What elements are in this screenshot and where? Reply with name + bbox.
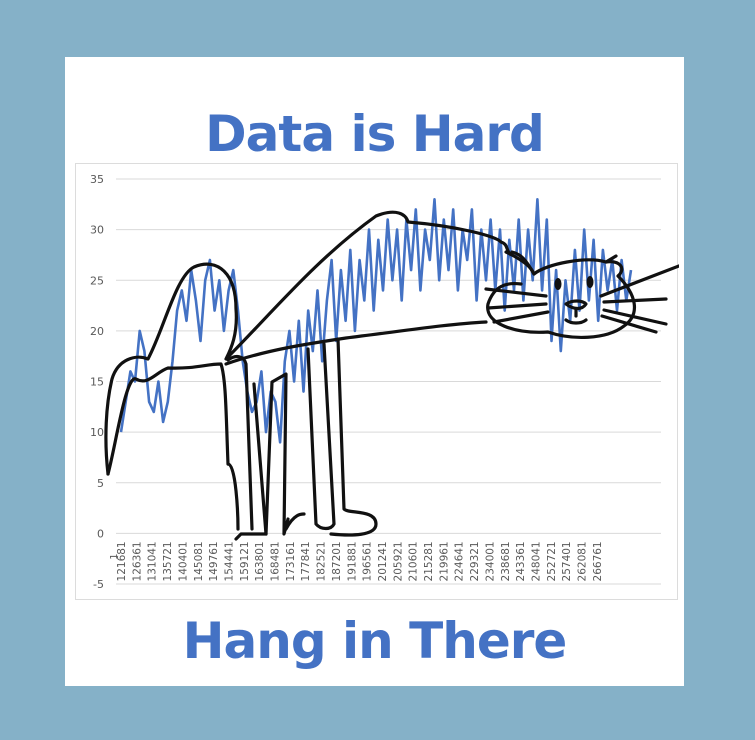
x-tick-label: 205921 [392,541,404,581]
cat-whiskers-left [484,287,550,324]
y-tick-label: 5 [97,477,104,490]
x-tick-label: 257401 [561,541,573,581]
series-line [119,197,633,444]
y-tick-label: 25 [90,274,104,287]
cat-back-outline [104,210,512,476]
x-tick-label: 159121 [239,541,251,581]
y-tick-label: 20 [90,325,104,338]
cat-paw-2 [329,337,378,537]
y-tick-label: 0 [97,527,104,540]
x-tick-label: 266761 [592,541,604,581]
poster-card: Data is Hard 35 30 25 20 15 10 5 0 -5 1 121681 1263… [65,57,684,686]
x-tick-label: 140401 [177,541,189,581]
y-tick-label: 30 [90,224,104,237]
cat-leg-1 [234,382,268,541]
cat-eye-right [586,276,594,288]
x-tick-label: 126361 [131,541,143,581]
cat-underside [224,320,488,366]
x-tick-label: 210601 [408,541,420,581]
cat-front-outline [226,354,254,531]
x-tick-label: 149761 [208,541,220,581]
x-tick-label: 163801 [254,541,266,581]
x-tick-label: 1 [109,553,120,559]
poster-subtitle: Hang in There [182,612,568,670]
x-tick-label: 224641 [454,541,466,581]
x-tick-label: 201241 [377,541,389,581]
x-tick-label: 191881 [346,541,358,581]
x-tick-label: 229321 [469,541,481,581]
x-tick-label: 121681 [116,541,128,581]
x-tick-label: 248041 [530,541,542,581]
x-tick-label: 243361 [515,541,527,581]
x-tick-label: 177841 [300,541,312,581]
x-tick-label: 154441 [223,541,235,581]
x-tick-label: 215281 [423,541,435,581]
cat-whiskers-right [599,264,679,334]
chart-frame: 35 30 25 20 15 10 5 0 -5 1 121681 126361 131041 13572… [75,163,679,600]
x-tick-label: 196561 [362,541,374,581]
x-tick-label: 234001 [484,541,496,581]
x-tick-label: 219961 [438,541,450,581]
y-tick-label: 10 [90,426,104,439]
cat-eye-left [554,278,562,290]
x-tick-label: 262081 [577,541,589,581]
x-tick-label: 173161 [285,541,297,581]
x-tick-label: 182521 [316,541,328,581]
cat-belly-hind [106,362,240,531]
x-tick-label: 252721 [546,541,558,581]
cat-paw-1 [284,512,306,531]
y-tick-label: 35 [90,173,104,186]
cat-ear-left [510,250,536,276]
x-tick-label: 187201 [331,541,343,581]
x-tick-label: 135721 [162,541,174,581]
cat-nose [564,299,588,311]
y-tick-label: -5 [93,578,104,591]
cat-mouth [564,307,588,325]
y-tick-label: 15 [90,376,104,389]
x-tick-label: 131041 [147,541,159,581]
x-tick-label: 145081 [193,541,205,581]
cat-head-outline [486,250,637,339]
x-tick-label: 238681 [500,541,512,581]
x-tick-label: 168481 [270,541,282,581]
cat-ear-right [604,254,618,264]
poster-title: Data is Hard [205,105,545,163]
cat-leg-3 [306,342,336,531]
